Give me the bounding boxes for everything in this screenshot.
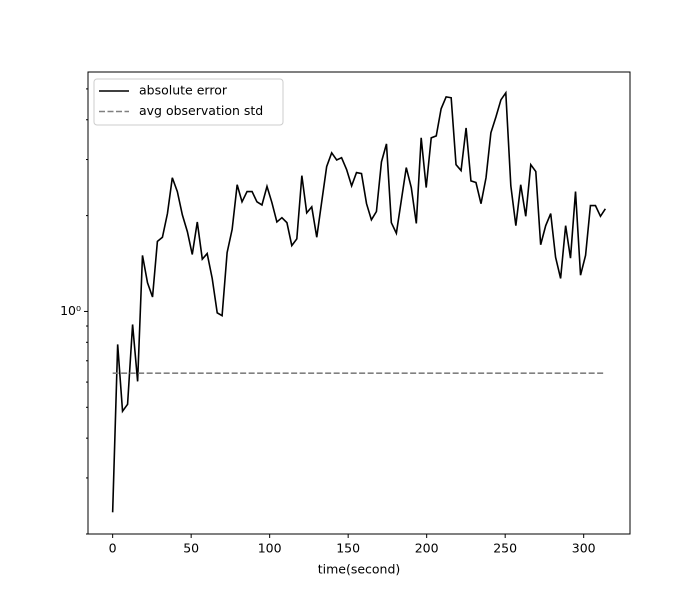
y-tick-label: 10⁰ xyxy=(60,303,81,318)
x-tick-label: 200 xyxy=(415,541,439,556)
legend-box xyxy=(93,78,284,126)
x-tick-label: 300 xyxy=(572,541,596,556)
legend: absolute error avg observation std xyxy=(93,78,284,126)
x-tick-label: 250 xyxy=(493,541,517,556)
data-line xyxy=(111,90,607,513)
x-tick-label: 0 xyxy=(109,541,117,556)
x-tick-label: 100 xyxy=(258,541,282,556)
x-tick-label: 150 xyxy=(336,541,360,556)
legend-label: avg observation std xyxy=(139,103,263,118)
plot-frame xyxy=(87,71,631,535)
x-tick-label: 50 xyxy=(183,541,199,556)
x-axis-label: time(second) xyxy=(318,562,401,577)
legend-label: absolute error xyxy=(139,83,228,98)
